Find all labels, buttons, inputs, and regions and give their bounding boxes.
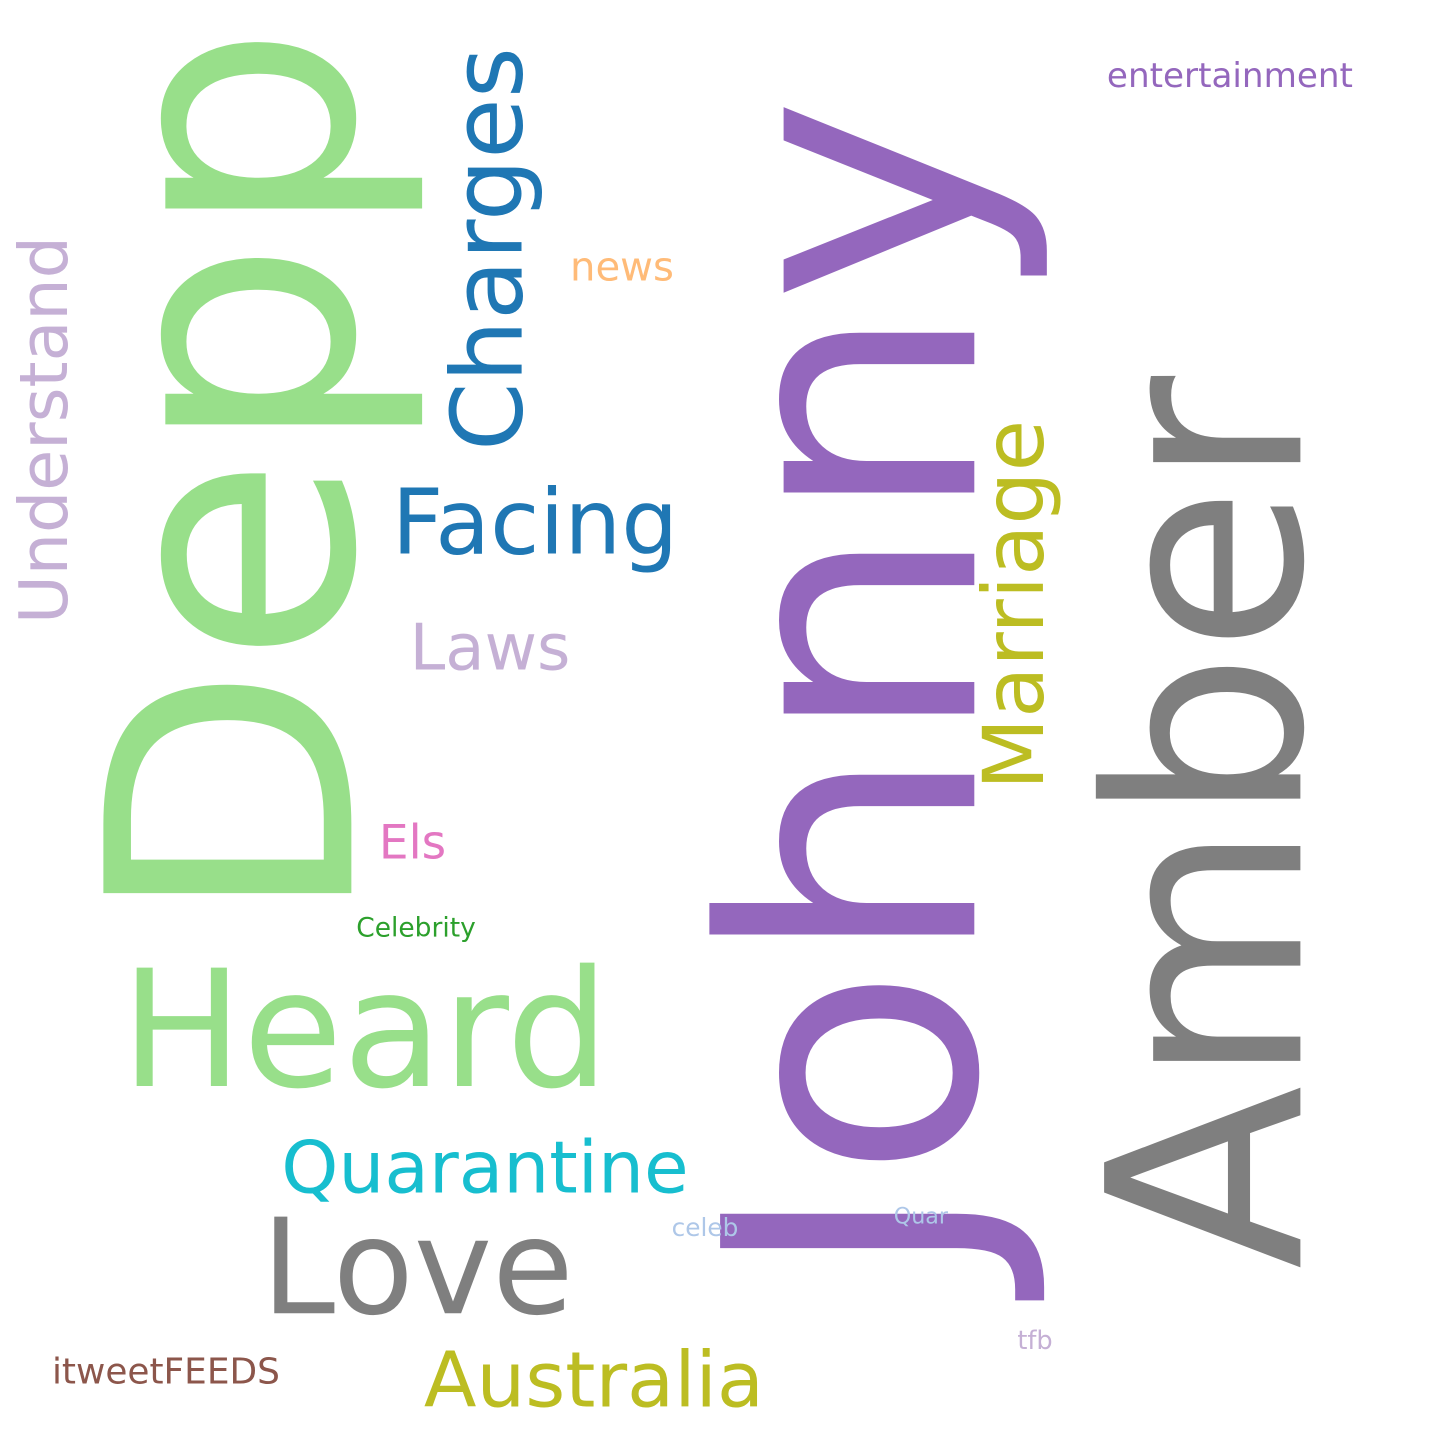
word-group: Johnny Depp Amber Heard Love Charges Facing Und… — [5, 23, 1364, 1425]
word-amber: Amber — [1051, 373, 1364, 1270]
word-heard: Heard — [121, 936, 609, 1125]
word-quarantine: Quarantine — [281, 1127, 688, 1211]
word-entertainment: entertainment — [1107, 56, 1353, 96]
word-news: news — [570, 244, 674, 290]
word-itweetfeeds: itweetFEEDS — [52, 1351, 280, 1392]
word-understand: Understand — [5, 236, 83, 624]
word-quar: Quar — [894, 1204, 949, 1230]
word-love: Love — [261, 1191, 573, 1345]
word-celeb: celeb — [672, 1213, 739, 1242]
word-australia: Australia — [424, 1337, 764, 1426]
word-depp: Depp — [36, 23, 432, 926]
word-facing: Facing — [392, 471, 678, 575]
word-els: Els — [379, 816, 446, 871]
word-laws: Laws — [410, 612, 571, 686]
word-celebrity: Celebrity — [356, 913, 476, 944]
word-marriage: Marriage — [965, 420, 1063, 790]
word-charges: Charges — [431, 47, 545, 451]
word-johnny: Johnny — [651, 97, 1057, 1304]
word-tfb: tfb — [1017, 1326, 1052, 1356]
